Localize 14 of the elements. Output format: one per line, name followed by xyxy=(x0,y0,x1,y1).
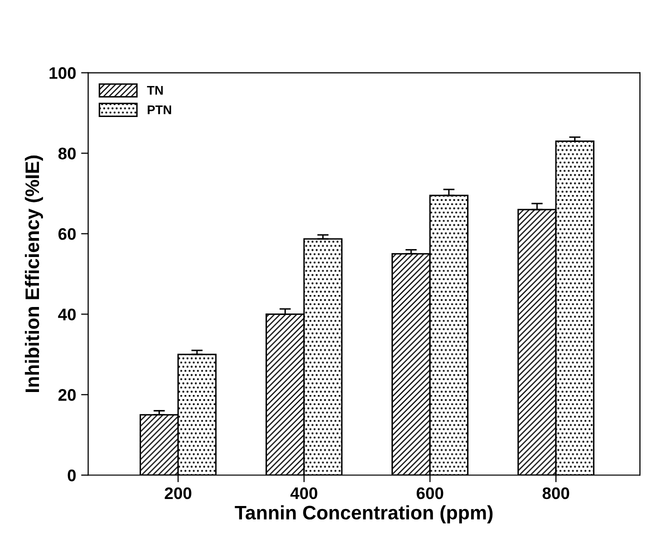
x-tick-label: 600 xyxy=(416,487,444,500)
y-tick-label: 0 xyxy=(68,470,76,482)
y-axis-title: Inhibition Efficiency (%IE) xyxy=(24,156,44,392)
y-tick-label: 20 xyxy=(58,389,76,401)
x-tick-label: 800 xyxy=(542,487,570,500)
y-tick-label: 100 xyxy=(50,67,76,79)
y-tick-label: 60 xyxy=(58,228,76,240)
y-tick-label: 80 xyxy=(58,148,76,160)
x-tick-label: 200 xyxy=(164,487,192,500)
x-axis-title: Tannin Concentration (ppm) xyxy=(234,505,493,524)
x-tick-label: 400 xyxy=(290,487,318,500)
legend-label: TN xyxy=(147,86,163,95)
y-tick-label: 40 xyxy=(58,308,76,320)
legend-label: PTN xyxy=(148,106,172,114)
